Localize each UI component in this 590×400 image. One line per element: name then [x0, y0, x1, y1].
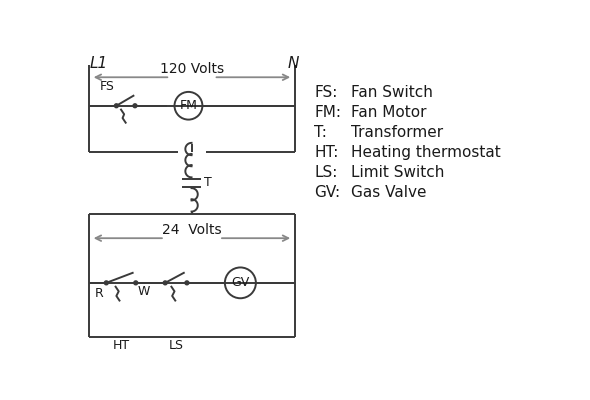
- Text: LS: LS: [169, 339, 183, 352]
- Text: 24  Volts: 24 Volts: [162, 223, 222, 237]
- Text: FS: FS: [100, 80, 115, 94]
- Text: Transformer: Transformer: [351, 125, 443, 140]
- Text: Gas Valve: Gas Valve: [351, 185, 427, 200]
- Circle shape: [133, 104, 137, 108]
- Text: L1: L1: [89, 56, 107, 71]
- Text: LS:: LS:: [314, 165, 337, 180]
- Text: HT:: HT:: [314, 145, 339, 160]
- Circle shape: [104, 281, 108, 285]
- Text: Heating thermostat: Heating thermostat: [351, 145, 501, 160]
- Text: GV: GV: [231, 276, 250, 289]
- Text: FM:: FM:: [314, 105, 341, 120]
- Circle shape: [114, 104, 119, 108]
- Text: T:: T:: [314, 125, 327, 140]
- Text: Fan Motor: Fan Motor: [351, 105, 427, 120]
- Text: T: T: [204, 176, 212, 189]
- Text: Limit Switch: Limit Switch: [351, 165, 445, 180]
- Circle shape: [185, 281, 189, 285]
- Text: R: R: [94, 287, 103, 300]
- Circle shape: [163, 281, 167, 285]
- Text: Fan Switch: Fan Switch: [351, 85, 433, 100]
- Text: N: N: [287, 56, 299, 71]
- Text: 120 Volts: 120 Volts: [160, 62, 224, 76]
- Text: FS:: FS:: [314, 85, 337, 100]
- Text: GV:: GV:: [314, 185, 340, 200]
- Text: HT: HT: [113, 339, 130, 352]
- Circle shape: [134, 281, 137, 285]
- Text: W: W: [138, 285, 150, 298]
- Text: FM: FM: [179, 99, 198, 112]
